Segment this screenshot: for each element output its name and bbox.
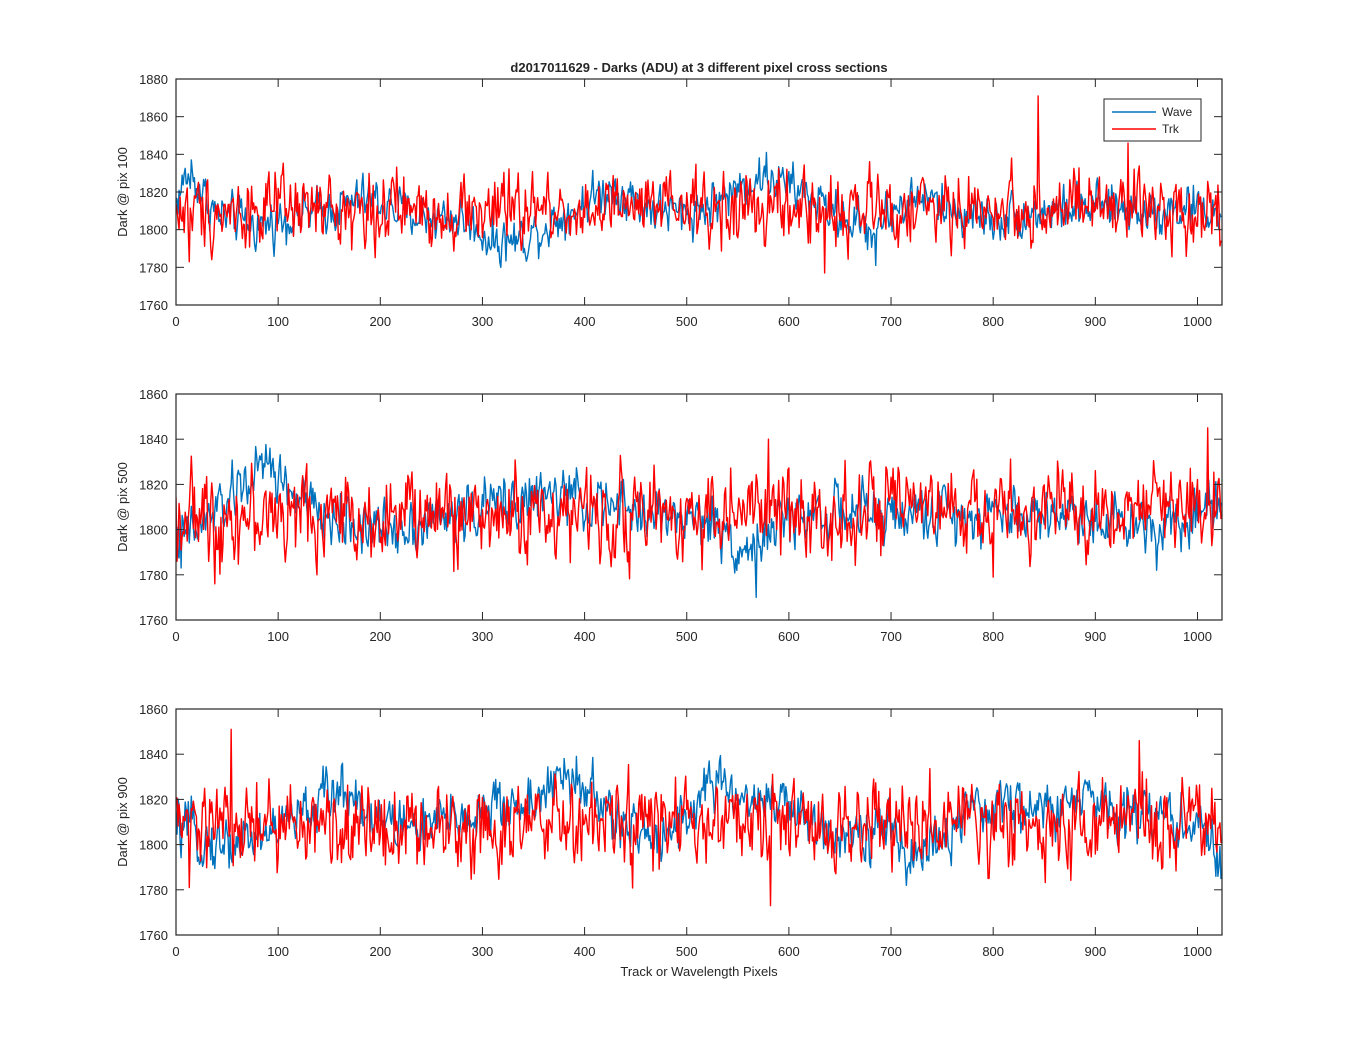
legend-box: [1103, 98, 1202, 142]
legend-label-trk: Trk: [1162, 122, 1180, 136]
x-tick-label: 1000: [1183, 944, 1212, 959]
x-tick-label: 400: [574, 944, 596, 959]
x-tick-label: 500: [676, 629, 698, 644]
axes-box: [175, 708, 1223, 936]
x-tick-label: 800: [982, 314, 1004, 329]
y-axis-label: Dark @ pix 500: [115, 462, 130, 552]
y-tick-label: 1840: [139, 747, 168, 762]
y-axis-label: Dark @ pix 100: [115, 147, 130, 237]
x-tick-label: 700: [880, 314, 902, 329]
x-tick-label: 100: [267, 314, 289, 329]
y-tick-label: 1820: [139, 792, 168, 807]
y-tick-label: 1760: [139, 613, 168, 628]
x-tick-label: 200: [369, 944, 391, 959]
x-tick-label: 200: [369, 314, 391, 329]
x-tick-label: 1000: [1183, 314, 1212, 329]
x-tick-label: 100: [267, 629, 289, 644]
chart-title: d2017011629 - Darks (ADU) at 3 different…: [510, 60, 887, 75]
x-tick-label: 300: [472, 314, 494, 329]
x-tick-label: 500: [676, 944, 698, 959]
y-tick-label: 1860: [139, 110, 168, 125]
x-tick-label: 100: [267, 944, 289, 959]
subplots: 0 100 200 300 400 500 600 700 800 900 100017601780…: [115, 60, 1223, 959]
x-tick-label: 900: [1084, 944, 1106, 959]
x-tick-label: 0: [172, 944, 179, 959]
y-tick-label: 1840: [139, 432, 168, 447]
x-tick-label: 300: [472, 944, 494, 959]
y-tick-label: 1780: [139, 260, 168, 275]
x-tick-label: 600: [778, 629, 800, 644]
x-tick-label: 900: [1084, 629, 1106, 644]
y-tick-label: 1800: [139, 223, 168, 238]
legend: Wave Trk: [1103, 98, 1202, 142]
y-tick-label: 1820: [139, 477, 168, 492]
y-tick-label: 1780: [139, 568, 168, 583]
series-line-trk: [176, 427, 1222, 585]
y-tick-label: 1800: [139, 838, 168, 853]
y-axis-label: Dark @ pix 900: [115, 777, 130, 867]
x-tick-label: 1000: [1183, 629, 1212, 644]
y-tick-label: 1760: [139, 928, 168, 943]
series-line-trk: [176, 728, 1222, 907]
x-tick-label: 600: [778, 314, 800, 329]
x-tick-label: 400: [574, 629, 596, 644]
x-tick-label: 0: [172, 314, 179, 329]
legend-label-wave: Wave: [1162, 105, 1193, 119]
x-axis-label: Track or Wavelength Pixels: [620, 964, 778, 979]
y-tick-label: 1860: [139, 702, 168, 717]
series-line-wave: [176, 754, 1222, 886]
plot-area: [176, 79, 1222, 305]
x-tick-label: 500: [676, 314, 698, 329]
x-tick-label: 800: [982, 629, 1004, 644]
x-tick-label: 700: [880, 944, 902, 959]
x-tick-label: 900: [1084, 314, 1106, 329]
y-tick-label: 1760: [139, 298, 168, 313]
y-tick-label: 1800: [139, 523, 168, 538]
x-tick-label: 200: [369, 629, 391, 644]
x-tick-label: 0: [172, 629, 179, 644]
y-tick-label: 1820: [139, 185, 168, 200]
subplot-1: 0 100 200 300 400 500 600 700 800 900 1000 1760 1780…: [115, 60, 1223, 329]
x-tick-label: 400: [574, 314, 596, 329]
subplot-3: 0 100 200 300 400 500 600 700 800 900 1000 1760 1780…: [115, 702, 1223, 959]
axes-box: [175, 393, 1223, 621]
y-tick-label: 1840: [139, 147, 168, 162]
x-tick-label: 800: [982, 944, 1004, 959]
y-tick-label: 1860: [139, 387, 168, 402]
series-line-trk: [176, 95, 1222, 274]
x-tick-label: 600: [778, 944, 800, 959]
x-tick-label: 700: [880, 629, 902, 644]
x-tick-label: 300: [472, 629, 494, 644]
subplot-2: 0 100 200 300 400 500 600 700 800 900 1000 1760 1780…: [115, 387, 1223, 644]
y-tick-label: 1780: [139, 883, 168, 898]
y-tick-label: 1880: [139, 72, 168, 87]
